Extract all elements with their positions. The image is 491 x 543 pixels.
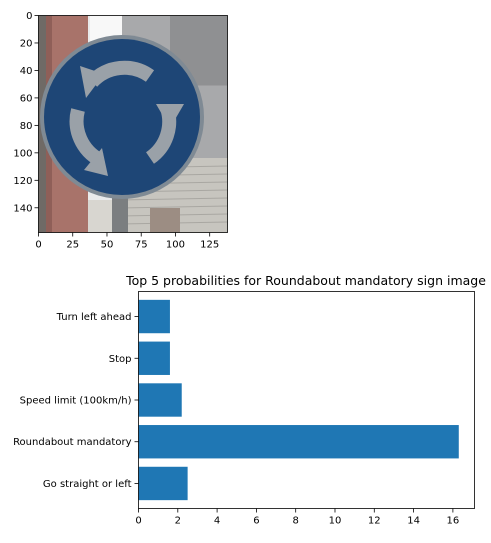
image-building-window [150, 208, 180, 233]
bar-chart-x-ticks: 0 2 4 6 8 10 12 14 16 [135, 508, 460, 527]
image-y-tick-label: 20 [20, 38, 33, 49]
bar-category-label: Roundabout mandatory [13, 437, 132, 448]
bar-x-tick-label: 16 [447, 516, 460, 527]
image-x-tick-label: 25 [66, 240, 79, 251]
bar-category-label: Go straight or left [43, 479, 132, 490]
bar [138, 299, 170, 334]
bar-x-tick-label: 14 [407, 516, 420, 527]
bar-category-label: Stop [109, 354, 132, 365]
image-x-tick-label: 0 [35, 240, 41, 251]
bar-chart-category-labels: Go straight or left Roundabout mandatory S… [13, 312, 139, 490]
bar-x-tick-label: 4 [214, 516, 220, 527]
image-y-ticks: 0 20 40 60 80 100 120 140 [13, 11, 39, 214]
bar [138, 341, 170, 375]
bar [138, 383, 182, 417]
image-pole [112, 190, 128, 233]
bar-chart-frame [138, 291, 475, 509]
bar-x-tick-label: 12 [368, 516, 381, 527]
bar-category-label: Speed limit (100km/h) [20, 396, 132, 407]
bar [138, 425, 459, 459]
bar-x-tick-label: 10 [329, 516, 342, 527]
bar-x-tick-label: 8 [293, 516, 299, 527]
bar-x-tick-label: 6 [253, 516, 259, 527]
image-y-tick-label: 0 [26, 11, 32, 22]
image-y-tick-label: 40 [20, 66, 33, 77]
image-x-tick-label: 75 [135, 240, 148, 251]
bar-category-label: Turn left ahead [56, 312, 132, 323]
image-y-tick-label: 60 [20, 93, 33, 104]
chart-title: Top 5 probabilities for Roundabout manda… [125, 273, 486, 288]
image-x-tick-label: 125 [200, 240, 219, 251]
image-x-tick-label: 50 [101, 240, 114, 251]
roundabout-arrowheads [80, 66, 184, 176]
image-frame [38, 15, 228, 233]
image-x-ticks: 0 25 50 75 100 125 [35, 232, 219, 251]
bar [138, 466, 188, 501]
bar-chart-bars [138, 299, 459, 501]
bar-x-tick-label: 2 [175, 516, 181, 527]
bar-x-tick-label: 0 [135, 516, 141, 527]
image-y-tick-label: 100 [13, 148, 32, 159]
image-y-tick-label: 140 [13, 203, 32, 214]
image-y-tick-label: 80 [20, 121, 33, 132]
bar-chart-axes: Go straight or left Roundabout mandatory S… [13, 291, 475, 527]
image-y-tick-label: 120 [13, 176, 32, 187]
image-axes: 0 20 40 60 80 100 120 140 0 25 50 75 100 125 [13, 11, 228, 251]
sign-image [38, 15, 228, 233]
image-x-tick-label: 100 [166, 240, 185, 251]
